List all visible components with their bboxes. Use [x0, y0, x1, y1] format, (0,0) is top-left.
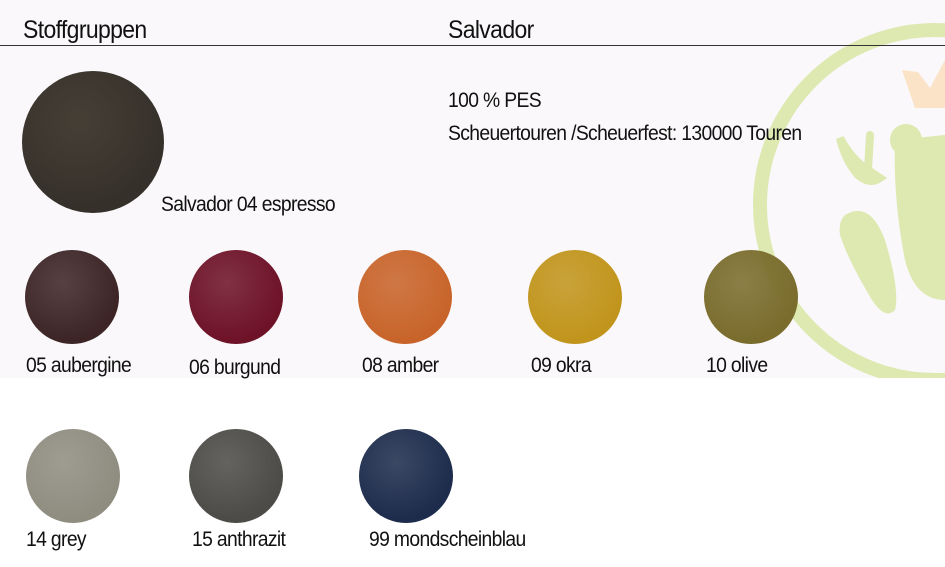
swatch-label: 99 mondscheinblau	[369, 528, 526, 551]
swatch-99-mondscheinblau[interactable]	[359, 429, 453, 523]
swatch-10-olive[interactable]	[704, 250, 798, 344]
swatch-label: 08 amber	[362, 354, 439, 377]
frog-king-icon	[753, 23, 945, 378]
swatch-label: 10 olive	[706, 354, 768, 377]
divider	[0, 45, 945, 46]
product-title: Salvador	[448, 16, 534, 44]
abrasion-text: Scheuertouren /Scheuerfest: 130000 Toure…	[448, 122, 802, 145]
swatch-label: 15 anthrazit	[192, 528, 286, 551]
swatch-15-anthrazit[interactable]	[189, 429, 283, 523]
swatch-09-okra[interactable]	[528, 250, 622, 344]
featured-swatch[interactable]	[22, 71, 164, 213]
featured-label: Salvador 04 espresso	[161, 193, 336, 216]
swatch-06-burgund[interactable]	[189, 250, 283, 344]
swatch-label: 14 grey	[26, 528, 87, 551]
section-title: Stoffgruppen	[23, 16, 147, 44]
swatch-label: 06 burgund	[189, 356, 281, 379]
swatch-08-amber[interactable]	[358, 250, 452, 344]
swatch-label: 09 okra	[531, 354, 592, 377]
swatch-label: 05 aubergine	[26, 354, 132, 377]
swatch-05-aubergine[interactable]	[25, 250, 119, 344]
swatch-14-grey[interactable]	[26, 429, 120, 523]
material-text: 100 % PES	[448, 89, 542, 112]
